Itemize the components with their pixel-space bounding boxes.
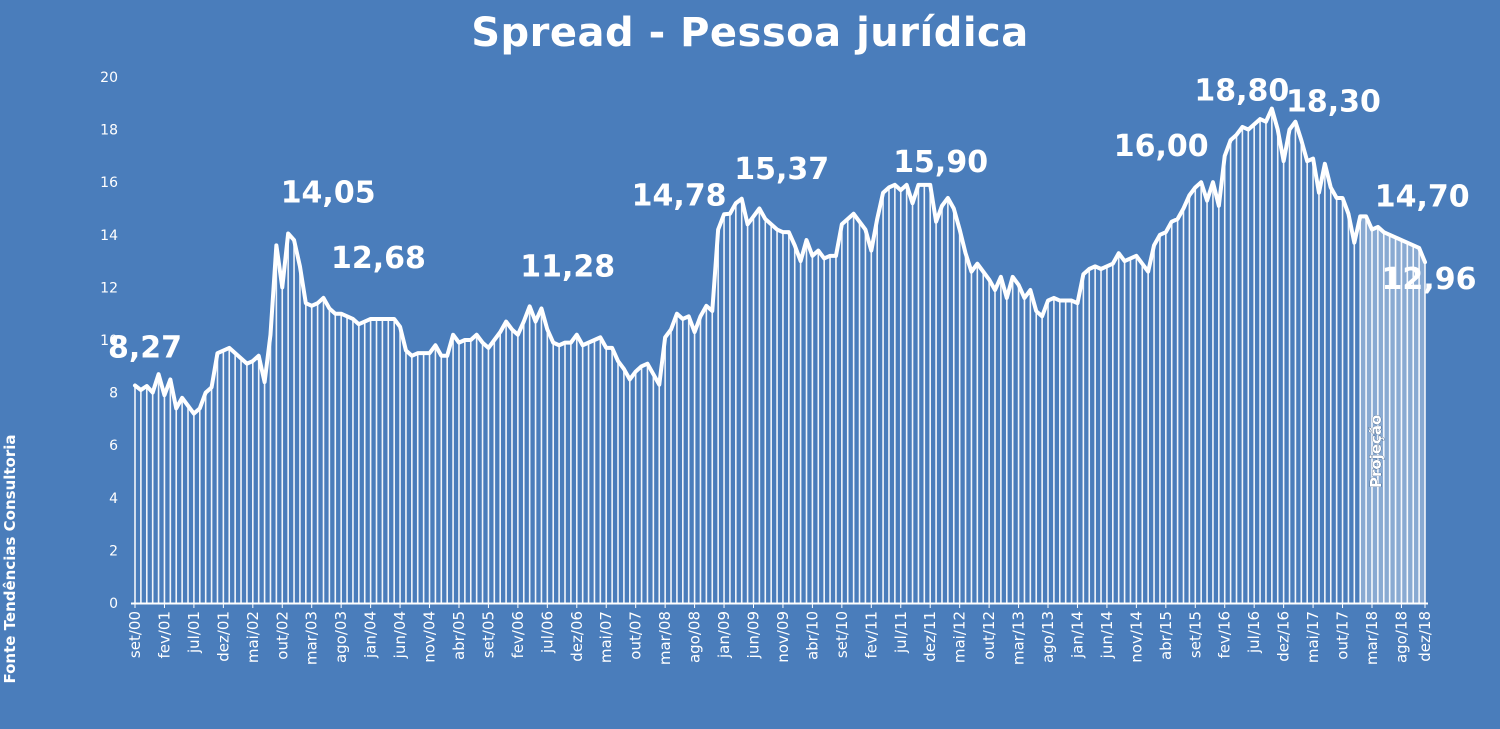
data-label: 16,00	[1114, 129, 1209, 164]
x-tick-label: nov/04	[421, 611, 439, 663]
x-tick-label: abr/10	[803, 611, 821, 660]
series-line	[133, 106, 1427, 416]
x-tick-label: jan/09	[715, 611, 733, 659]
x-tick-label: set/05	[479, 611, 497, 658]
x-tick-label: jun/04	[391, 611, 409, 659]
x-tick-label: fev/11	[862, 611, 880, 659]
x-tick-label: fev/16	[1216, 611, 1234, 659]
y-tick-label: 12	[100, 280, 118, 296]
x-tick-label: out/02	[273, 611, 291, 660]
x-tick-label: ago/03	[332, 611, 350, 663]
data-label: 11,28	[520, 249, 615, 284]
x-tick-label: ago/18	[1392, 611, 1410, 663]
x-tick-label: mar/03	[303, 611, 321, 665]
y-tick-label: 6	[109, 438, 118, 454]
x-tick-label: set/10	[833, 611, 851, 658]
y-tick-label: 14	[100, 228, 118, 244]
x-tick-label: dez/16	[1275, 611, 1293, 662]
x-tick-label: jun/09	[744, 611, 762, 659]
y-tick-label: 20	[100, 70, 118, 86]
x-tick-label: fev/01	[155, 611, 173, 659]
y-tick-label: 8	[109, 386, 118, 402]
x-tick-label: out/07	[627, 611, 645, 660]
x-tick-label: mar/13	[1010, 611, 1028, 665]
x-tick-label: dez/18	[1416, 611, 1434, 662]
x-tick-label: jul/06	[538, 611, 556, 654]
x-tick-label: set/15	[1186, 611, 1204, 658]
y-tick-label: 18	[100, 123, 118, 139]
x-tick-label: ago/13	[1039, 611, 1057, 663]
x-tick-label: mar/08	[656, 611, 674, 665]
y-tick-label: 10	[100, 333, 118, 349]
x-tick-label: mar/18	[1363, 611, 1381, 665]
y-tick-label: 4	[109, 491, 118, 507]
x-tick-label: mai/12	[951, 611, 969, 663]
x-tick-label: jul/11	[892, 611, 910, 654]
chart-container: Spread - Pessoa jurídica Fonte Tendência…	[1, 10, 1477, 684]
projection-area	[1360, 216, 1425, 603]
x-tick-label: nov/14	[1127, 611, 1145, 663]
x-tick-label: mai/02	[244, 611, 262, 663]
chart-plot: 0 2 4 6 8 10 12 14 16 18 20 set/00 fev/01 jul/01 dez/0…	[100, 70, 1477, 665]
data-label: 14,05	[281, 175, 376, 210]
projection-label: Projeção	[1367, 415, 1385, 488]
data-label: 14,70	[1375, 179, 1470, 214]
x-tick-label: fev/06	[509, 611, 527, 659]
x-tick-label: dez/01	[214, 611, 232, 662]
x-tick-label: set/00	[126, 611, 144, 658]
x-tick-label: jan/04	[362, 611, 380, 659]
x-tick-label: mai/07	[597, 611, 615, 663]
chart-title: Spread - Pessoa jurídica	[471, 10, 1029, 56]
x-tick-label: out/12	[980, 611, 998, 660]
x-tick-label: out/17	[1334, 611, 1352, 660]
y-tick-label: 16	[100, 175, 118, 191]
x-tick-label: dez/11	[921, 611, 939, 662]
x-tick-label: jul/01	[185, 611, 203, 654]
data-label: 14,78	[632, 178, 727, 213]
x-tick-label: mai/17	[1304, 611, 1322, 663]
x-tick-label: nov/09	[774, 611, 792, 663]
x-tick-label: jan/14	[1068, 611, 1086, 659]
x-tick-label: dez/06	[568, 611, 586, 662]
x-tick-label: ago/08	[686, 611, 704, 663]
data-label: 18,80	[1194, 74, 1289, 109]
y-tick-label: 2	[109, 543, 118, 559]
data-label: 12,96	[1382, 262, 1477, 297]
data-label: 12,68	[331, 241, 426, 276]
x-tick-label: abr/15	[1157, 611, 1175, 660]
data-label: 15,90	[893, 145, 988, 180]
y-tick-label: 0	[109, 596, 118, 612]
x-tick-label: jun/14	[1098, 611, 1116, 659]
x-tick-label: jul/16	[1245, 611, 1263, 654]
x-tick-label: abr/05	[450, 611, 468, 660]
data-label: 8,27	[108, 330, 182, 365]
data-label: 15,37	[734, 152, 829, 187]
data-label: 18,30	[1286, 85, 1381, 120]
